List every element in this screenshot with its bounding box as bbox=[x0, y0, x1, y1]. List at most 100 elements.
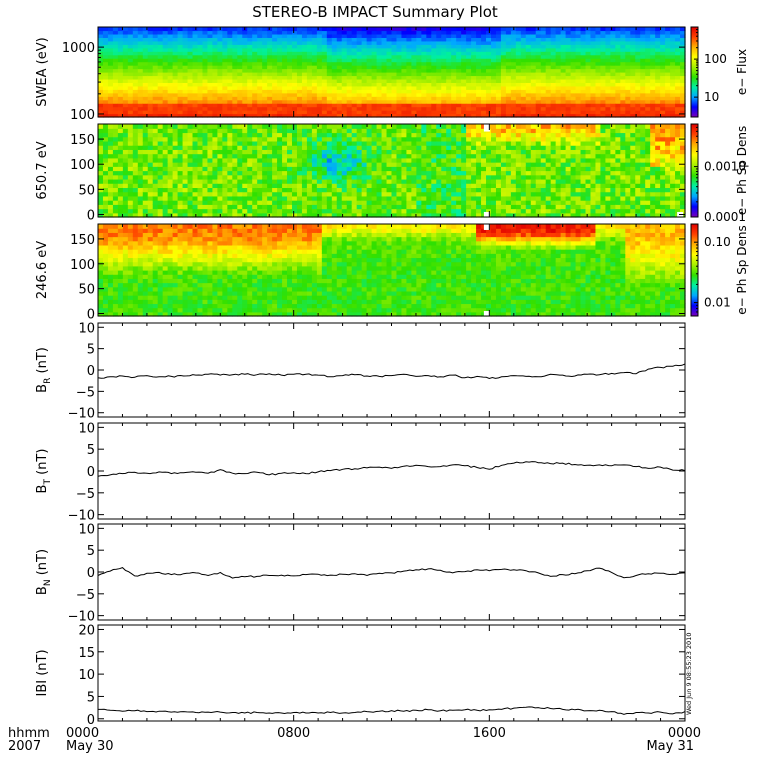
heatmap-cell bbox=[162, 132, 169, 138]
heatmap-cell bbox=[635, 58, 641, 63]
heatmap-cell bbox=[107, 37, 114, 42]
heatmap-cell bbox=[426, 145, 432, 150]
heatmap-cell bbox=[272, 40, 278, 45]
heatmap-cell bbox=[177, 58, 184, 63]
heatmap-cell bbox=[162, 33, 169, 38]
heatmap-cell bbox=[401, 68, 408, 73]
heatmap-cell bbox=[197, 208, 204, 214]
heatmap-cell bbox=[406, 178, 412, 184]
heatmap-cell bbox=[361, 61, 368, 66]
heatmap-cell bbox=[366, 51, 373, 56]
heatmap-cell bbox=[381, 99, 388, 104]
heatmap-cell bbox=[351, 162, 358, 167]
heatmap-cell bbox=[147, 61, 154, 66]
heatmap-cell bbox=[306, 140, 313, 146]
heatmap-cell bbox=[187, 54, 194, 59]
heatmap-cell bbox=[456, 61, 462, 66]
heatmap-cell bbox=[655, 106, 661, 111]
heatmap-cell bbox=[132, 47, 139, 52]
heatmap-cell bbox=[172, 58, 179, 63]
heatmap-cell bbox=[122, 82, 129, 87]
heatmap-cell bbox=[560, 99, 567, 104]
heatmap-cell bbox=[371, 136, 378, 142]
heatmap-cell bbox=[361, 183, 368, 189]
heatmap-cell bbox=[371, 72, 378, 77]
heatmap-cell bbox=[197, 153, 204, 159]
heatmap-cell bbox=[471, 44, 477, 49]
heatmap-cell bbox=[112, 47, 119, 52]
heatmap-cell bbox=[351, 212, 358, 218]
heatmap-cell bbox=[486, 162, 492, 167]
heatmap-cell bbox=[456, 68, 462, 73]
heatmap-cell bbox=[252, 58, 258, 63]
heatmap-cell bbox=[282, 191, 288, 197]
heatmap-cell bbox=[277, 54, 283, 59]
heatmap-cell bbox=[401, 149, 408, 155]
heatmap-cell bbox=[481, 128, 487, 134]
heatmap-cell bbox=[306, 85, 313, 90]
heatmap-cell bbox=[416, 65, 422, 70]
heatmap-cell bbox=[406, 128, 412, 134]
heatmap-cell bbox=[366, 85, 373, 90]
heatmap-cell bbox=[486, 166, 492, 172]
heatmap-cell bbox=[142, 65, 149, 70]
heatmap-cell bbox=[232, 78, 238, 83]
heatmap-cell bbox=[142, 204, 149, 210]
heatmap-cell bbox=[137, 200, 144, 205]
heatmap-cell bbox=[182, 47, 189, 52]
heatmap-cell bbox=[167, 27, 174, 32]
heatmap-cell bbox=[505, 96, 512, 101]
heatmap-cell bbox=[580, 44, 587, 49]
heatmap-cell bbox=[267, 103, 273, 108]
heatmap-cell bbox=[391, 136, 398, 142]
heatmap-cell bbox=[192, 30, 199, 35]
heatmap-cell bbox=[495, 78, 502, 83]
heatmap-cell bbox=[162, 149, 169, 155]
heatmap-cell bbox=[580, 47, 587, 52]
heatmap-cell bbox=[406, 92, 412, 97]
heatmap-cell bbox=[461, 51, 467, 56]
heatmap-cell bbox=[456, 58, 462, 63]
heatmap-cell bbox=[207, 99, 214, 104]
heatmap-cell bbox=[416, 54, 422, 59]
heatmap-cell bbox=[172, 99, 179, 104]
heatmap-cell bbox=[406, 124, 412, 129]
heatmap-cell bbox=[610, 40, 616, 45]
heatmap-cell bbox=[416, 166, 422, 172]
heatmap-cell bbox=[311, 113, 318, 118]
heatmap-cell bbox=[605, 51, 611, 56]
heatmap-cell bbox=[102, 124, 109, 129]
heatmap-cell bbox=[331, 27, 338, 32]
heatmap-cell bbox=[167, 170, 174, 176]
heatmap-cell bbox=[227, 113, 233, 118]
heatmap-cell bbox=[207, 72, 214, 77]
heatmap-cell bbox=[670, 27, 676, 32]
heatmap-cell bbox=[157, 78, 164, 83]
heatmap-cell bbox=[550, 103, 557, 108]
heatmap-cell bbox=[555, 61, 562, 66]
heatmap-cell bbox=[311, 204, 318, 210]
heatmap-cell bbox=[660, 61, 666, 66]
heatmap-cell bbox=[371, 212, 378, 218]
heatmap-cell bbox=[670, 33, 676, 38]
heatmap-cell bbox=[341, 145, 348, 150]
heatmap-cell bbox=[515, 58, 522, 63]
heatmap-cell bbox=[112, 51, 119, 56]
heatmap-cell bbox=[396, 51, 403, 56]
heatmap-cell bbox=[102, 191, 109, 197]
heatmap-cell bbox=[680, 51, 686, 56]
heatmap-cell bbox=[630, 30, 636, 35]
heatmap-cell bbox=[142, 68, 149, 73]
heatmap-cell bbox=[386, 68, 393, 73]
heatmap-cell bbox=[192, 140, 199, 146]
heatmap-cell bbox=[127, 174, 134, 180]
heatmap-cell bbox=[540, 51, 547, 56]
heatmap-cell bbox=[515, 103, 522, 108]
heatmap-cell bbox=[525, 61, 532, 66]
heatmap-cell bbox=[386, 54, 393, 59]
heatmap-cell bbox=[401, 145, 408, 150]
heatmap-cell bbox=[217, 106, 223, 111]
heatmap-cell bbox=[207, 208, 214, 214]
heatmap-cell bbox=[376, 92, 383, 97]
heatmap-cell bbox=[331, 78, 338, 83]
